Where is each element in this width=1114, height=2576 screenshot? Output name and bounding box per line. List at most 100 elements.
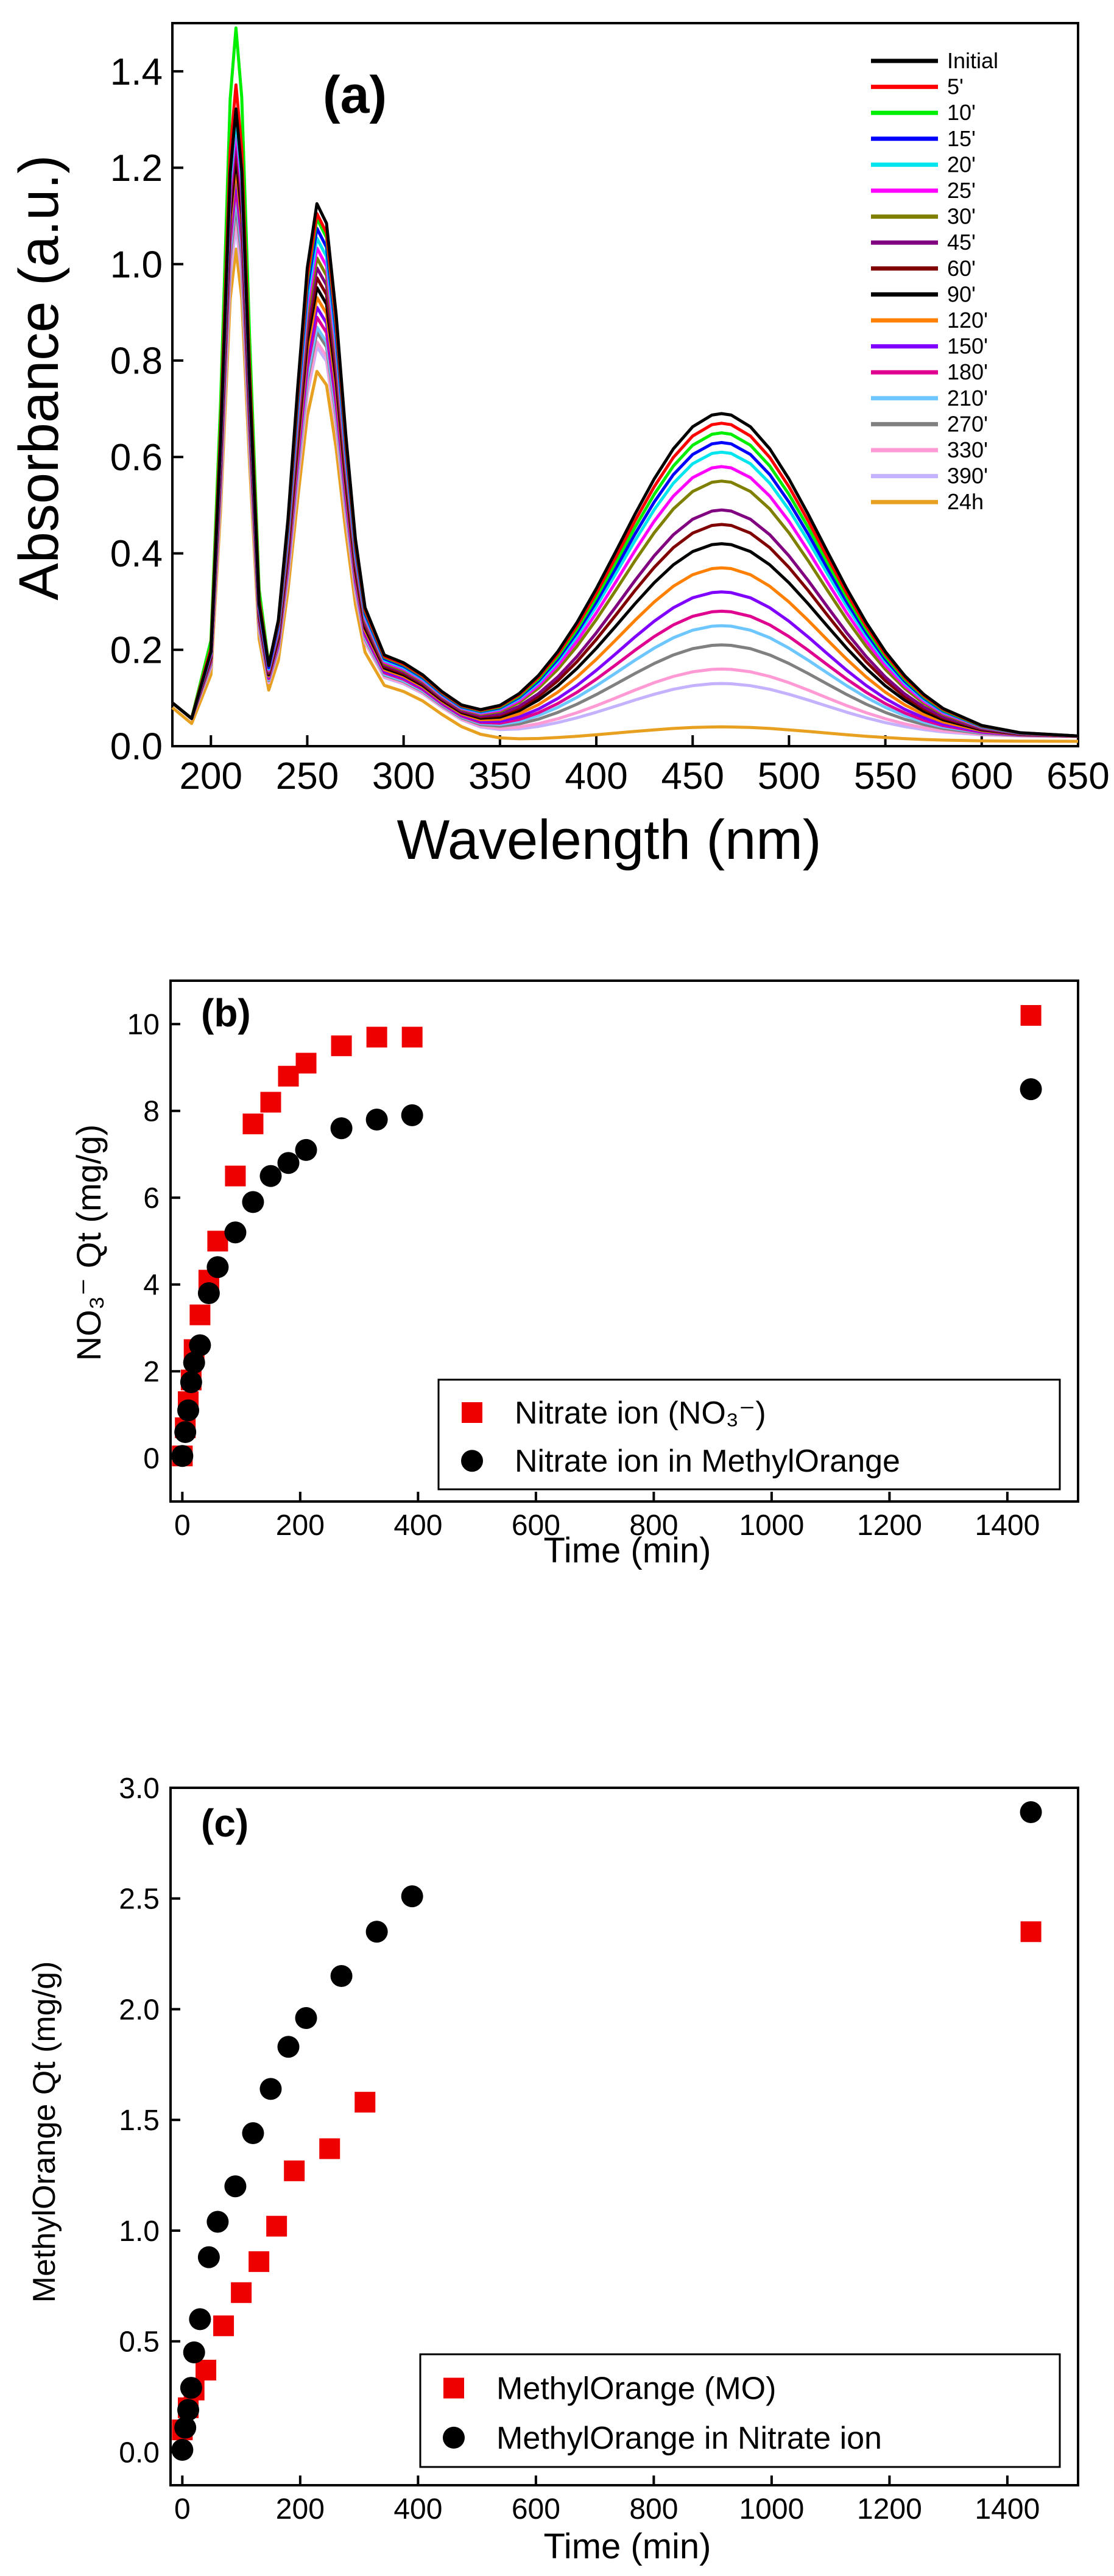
panel-a-plot-area (171, 22, 1079, 747)
legend-marker-circle (461, 1450, 483, 1472)
y-tick-label: 10 (127, 1009, 160, 1041)
panel-a-label: (a) (323, 66, 387, 124)
data-point-circle (189, 2308, 211, 2331)
data-point-circle (206, 1256, 229, 1279)
panel-c-x-ticks: 0 200 400 600 800 1000 1200 1400 (174, 2475, 1040, 2525)
x-tick-label: 600 (512, 2493, 560, 2525)
x-tick-label: 250 (276, 755, 339, 797)
data-point-circle (295, 2007, 317, 2030)
data-point-circle (330, 1964, 353, 1987)
panel-c-methylorange-uptake: 0 200 400 600 800 1000 1200 1400 0.0 0.5 1.0 1.5 2.… (27, 1773, 1079, 2566)
panel-b-legend: Nitrate ion (NO₃⁻) Nitrate ion in MethylO… (437, 1378, 1061, 1491)
legend-label: 60' (947, 256, 976, 281)
x-tick-label: 1400 (975, 2493, 1040, 2525)
x-tick-label: 800 (629, 2493, 678, 2525)
x-tick-label: 200 (276, 1509, 325, 1542)
legend-label: MethylOrange in Nitrate ion (496, 2421, 882, 2456)
legend-box (419, 2353, 1061, 2468)
x-tick-label: 400 (393, 1509, 442, 1542)
panel-c-label: (c) (201, 1801, 249, 1845)
panel-c-data-points (171, 1801, 1042, 2461)
y-tick-label: 2.0 (119, 1994, 160, 2026)
data-point-circle (174, 2416, 197, 2439)
data-point-circle (365, 1109, 388, 1131)
panel-b-x-axis-label: Time (min) (544, 1531, 711, 1570)
legend-label: 45' (947, 230, 976, 255)
panel-b-nitrate-uptake: 0 200 400 600 800 1000 1200 1400 0 2 4 6 8 10 Nitrat… (69, 979, 1079, 1570)
legend-label: 120' (947, 308, 988, 333)
data-point-square (1020, 1005, 1042, 1026)
x-tick-label: 0 (174, 1509, 191, 1542)
data-point-circle (1020, 1078, 1042, 1101)
panel-c-legend: MethylOrange (MO) MethylOrange in Nitrate… (419, 2353, 1061, 2468)
y-tick-label: 8 (143, 1096, 160, 1128)
panel-c-x-axis-label: Time (min) (544, 2527, 711, 2566)
spectrum-line (171, 107, 1079, 738)
y-tick-label: 4 (143, 1269, 160, 1302)
data-point-circle (259, 1165, 282, 1187)
data-point-square (189, 1304, 211, 1325)
y-tick-label: 0.4 (110, 533, 163, 575)
y-tick-label: 6 (143, 1182, 160, 1215)
data-point-square (319, 2138, 340, 2159)
legend-label: 25' (947, 178, 976, 203)
legend-label: 390' (947, 464, 988, 489)
data-point-circle (180, 2377, 202, 2399)
data-point-circle (180, 1371, 202, 1394)
x-tick-label: 600 (950, 755, 1013, 797)
x-tick-label: 200 (276, 2493, 325, 2525)
y-tick-label: 0.0 (119, 2437, 160, 2469)
y-tick-label: 2 (143, 1356, 160, 1388)
plot-frame (169, 979, 1079, 1503)
data-point-square (242, 1113, 264, 1135)
panel-a-series-lines (171, 26, 1079, 743)
y-tick-label: 3.0 (119, 1773, 160, 1805)
data-point-square (231, 2282, 252, 2303)
panel-a-x-axis-label: Wavelength (nm) (397, 809, 821, 871)
data-point-square (354, 2092, 376, 2113)
panel-a-y-ticks: 0.0 0.2 0.4 0.6 0.8 1.0 1.2 1.4 (110, 51, 183, 768)
data-point-circle (401, 1104, 423, 1126)
x-tick-label: 1000 (739, 2493, 804, 2525)
x-tick-label: 600 (512, 1509, 560, 1542)
data-point-circle (242, 1191, 264, 1213)
legend-box (437, 1378, 1061, 1491)
data-point-square (225, 1165, 246, 1187)
legend-label: 270' (947, 411, 988, 436)
data-point-square (366, 1026, 387, 1048)
data-point-circle (242, 2122, 264, 2145)
data-point-square (401, 1026, 423, 1048)
panel-b-label: (b) (201, 991, 251, 1035)
legend-label: Nitrate ion (NO₃⁻) (515, 1396, 766, 1431)
data-point-circle (401, 1885, 423, 1908)
legend-label: 20' (947, 152, 976, 177)
legend-label: 10' (947, 100, 976, 125)
y-tick-label: 2.5 (119, 1883, 160, 1916)
y-tick-label: 0.6 (110, 437, 163, 479)
data-point-circle (277, 1152, 300, 1174)
data-point-circle (365, 1921, 388, 1943)
data-point-square (1020, 1921, 1042, 1943)
y-tick-label: 0 (143, 1443, 160, 1475)
data-point-circle (189, 1334, 211, 1357)
y-tick-label: 1.0 (119, 2215, 160, 2248)
x-tick-label: 1400 (975, 1509, 1040, 1542)
x-tick-label: 0 (174, 2493, 191, 2525)
legend-label: 180' (947, 359, 988, 384)
data-point-circle (171, 1445, 194, 1467)
y-tick-label: 1.0 (110, 244, 163, 286)
data-point-square (196, 2359, 217, 2380)
legend-label: 90' (947, 281, 976, 306)
x-tick-label: 1200 (857, 1509, 922, 1542)
x-tick-label: 400 (393, 2493, 442, 2525)
x-tick-label: 400 (565, 755, 627, 797)
panel-c-y-axis-label: MethylOrange Qt (mg/g) (27, 1961, 62, 2303)
data-point-square (295, 1053, 317, 1074)
panel-a-x-ticks: 200 250 300 350 400 450 500 550 600 650 (180, 735, 1110, 797)
data-point-square (278, 1065, 299, 1087)
legend-marker-square (443, 2377, 464, 2399)
panel-b-y-ticks: 0 2 4 6 8 10 (127, 1009, 180, 1475)
data-point-square (266, 2215, 287, 2237)
legend-label: MethylOrange (MO) (496, 2371, 776, 2407)
panel-c-y-ticks: 0.0 0.5 1.0 1.5 2.0 2.5 3.0 (119, 1773, 180, 2469)
